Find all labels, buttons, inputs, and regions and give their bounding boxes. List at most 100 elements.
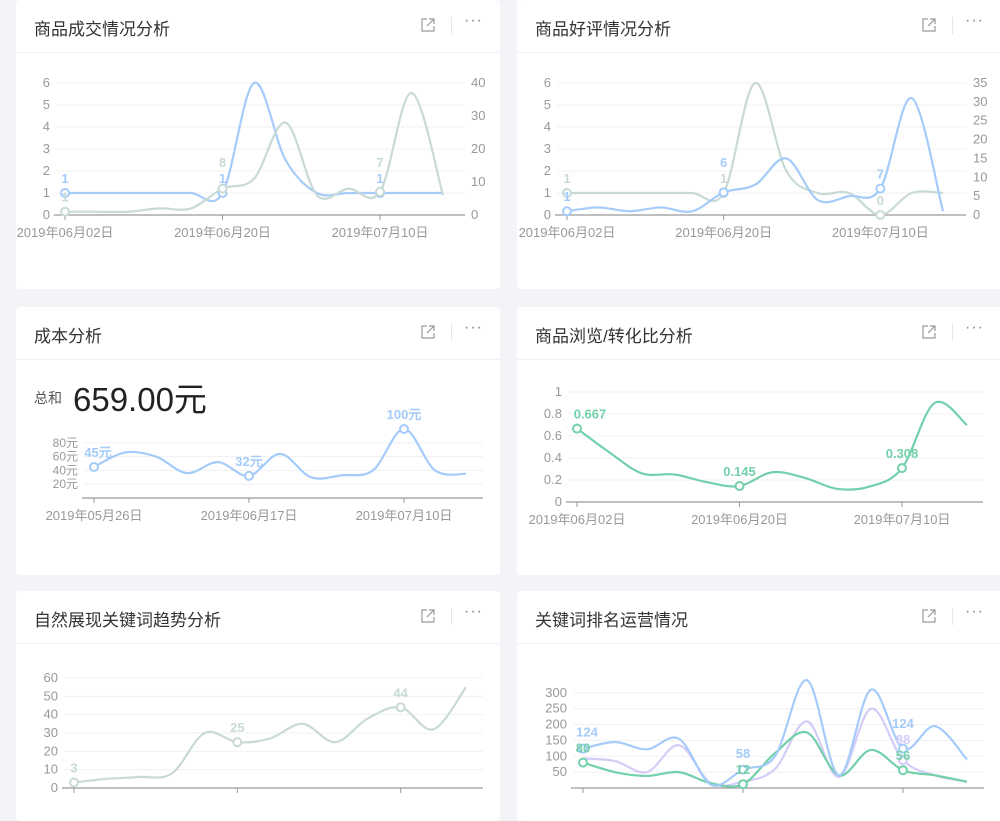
card-keyword-ranking: 关键词排名运营情况 ··· 50 100 150 200 250 300 88 80 12 56 1… — [517, 591, 1000, 821]
y-tick-label: 200 — [545, 717, 567, 732]
y-right-tick-label: 40 — [471, 75, 485, 90]
y-tick-label: 50 — [553, 764, 567, 779]
y-tick-label: 6 — [544, 75, 551, 90]
y-tick-label: 250 — [545, 701, 567, 716]
data-point — [562, 206, 572, 217]
data-label: 58 — [736, 746, 750, 761]
y-tick-label: 20元 — [53, 477, 78, 491]
series-line — [65, 81, 443, 203]
y-right-tick-label: 15 — [973, 150, 987, 165]
data-label: 124 — [576, 725, 598, 740]
divider — [451, 324, 452, 341]
divider — [952, 324, 953, 341]
data-label: 6 — [720, 155, 727, 170]
data-label: 8 — [219, 155, 226, 170]
y-tick-label: 300 — [545, 685, 567, 700]
data-point — [572, 423, 582, 434]
series-line — [566, 96, 945, 213]
card-keyword-trend: 自然展现关键词趋势分析 ··· 0 10 20 30 40 50 60 3 25 44 — [16, 591, 500, 821]
data-point — [875, 183, 886, 194]
card-header: 商品浏览/转化比分析 ··· — [517, 307, 1000, 360]
more-icon[interactable]: ··· — [464, 603, 483, 620]
y-tick-label: 1 — [555, 384, 562, 399]
y-tick-label: 50 — [44, 688, 58, 703]
series-line — [93, 427, 467, 480]
card-cost-analysis: 成本分析 ··· 总和 659.00元 20元 40元 60元 80元 2019年05月… — [16, 307, 500, 575]
data-point — [399, 424, 409, 434]
chart-conversion: 0 0.2 0.4 0.6 0.8 1 2019年06月02日 2019年06月20日 2019… — [529, 384, 983, 527]
more-icon[interactable]: ··· — [965, 603, 984, 620]
y-tick-label: 40 — [44, 707, 58, 722]
external-link-icon[interactable] — [921, 17, 937, 33]
data-label: 1 — [563, 189, 570, 204]
y-tick-label: 1 — [43, 185, 50, 200]
data-label: 56 — [896, 748, 910, 763]
series-line — [64, 91, 445, 214]
y-tick-label: 0.8 — [544, 406, 562, 421]
more-icon[interactable]: ··· — [965, 12, 984, 29]
data-label: 1 — [61, 171, 68, 186]
card-header: 关键词排名运营情况 ··· — [517, 591, 1000, 644]
data-point — [738, 764, 748, 775]
data-label: 7 — [376, 155, 383, 170]
data-label: 80 — [576, 741, 590, 756]
y-tick-label: 0 — [43, 207, 50, 222]
y-tick-label: 0 — [544, 207, 551, 222]
x-tick-label: 2019年07月10日 — [832, 225, 929, 240]
y-tick-label: 6 — [43, 75, 50, 90]
x-tick-label: 2019年06月17日 — [201, 508, 298, 523]
data-label: 44 — [393, 685, 408, 700]
external-link-icon[interactable] — [420, 17, 436, 33]
data-label: 1 — [376, 171, 383, 186]
card-header: 自然展现关键词趋势分析 ··· — [16, 591, 500, 644]
y-tick-label: 30 — [44, 725, 58, 740]
external-link-icon[interactable] — [921, 608, 937, 624]
card-title: 成本分析 — [34, 327, 102, 346]
external-link-icon[interactable] — [921, 324, 937, 340]
sum-value: 659.00元 — [73, 381, 207, 418]
card-header: 商品成交情况分析 ··· — [16, 0, 500, 53]
x-tick-label: 2019年05月26日 — [46, 508, 143, 523]
y-tick-label: 100 — [545, 748, 567, 763]
y-right-tick-label: 0 — [471, 207, 478, 222]
data-point — [562, 188, 572, 198]
x-tick-label: 2019年06月20日 — [691, 512, 788, 527]
data-label: 88 — [896, 732, 910, 747]
y-tick-label: 0 — [555, 494, 562, 509]
more-icon[interactable]: ··· — [464, 12, 483, 29]
card-title: 商品浏览/转化比分析 — [535, 327, 693, 346]
more-icon[interactable]: ··· — [965, 319, 984, 336]
divider — [952, 17, 953, 34]
y-right-tick-label: 30 — [973, 94, 987, 109]
data-point — [244, 470, 254, 481]
more-icon[interactable]: ··· — [464, 319, 483, 336]
x-tick-label: 2019年06月02日 — [529, 512, 626, 527]
chart-keyword-trend: 0 10 20 30 40 50 60 3 25 44 — [44, 670, 483, 795]
y-tick-label: 5 — [544, 97, 551, 112]
y-right-tick-label: 0 — [973, 207, 980, 222]
y-tick-label: 0 — [51, 780, 58, 795]
card-title: 商品好评情况分析 — [535, 20, 671, 39]
data-label: 32元 — [235, 454, 262, 469]
y-right-tick-label: 35 — [973, 75, 987, 90]
divider — [451, 608, 452, 625]
y-tick-label: 4 — [544, 119, 551, 134]
divider — [451, 17, 452, 34]
x-tick-label: 2019年07月10日 — [854, 512, 951, 527]
x-tick-label: 2019年06月20日 — [675, 225, 772, 240]
y-tick-label: 80元 — [53, 436, 78, 450]
series-line — [73, 686, 467, 784]
y-right-tick-label: 5 — [973, 188, 980, 203]
external-link-icon[interactable] — [420, 608, 436, 624]
data-point — [217, 183, 228, 194]
y-tick-label: 0.2 — [544, 472, 562, 487]
external-link-icon[interactable] — [420, 324, 436, 340]
data-point — [60, 188, 70, 198]
data-point — [718, 187, 729, 198]
y-tick-label: 1 — [544, 185, 551, 200]
data-label: 100元 — [387, 407, 422, 422]
